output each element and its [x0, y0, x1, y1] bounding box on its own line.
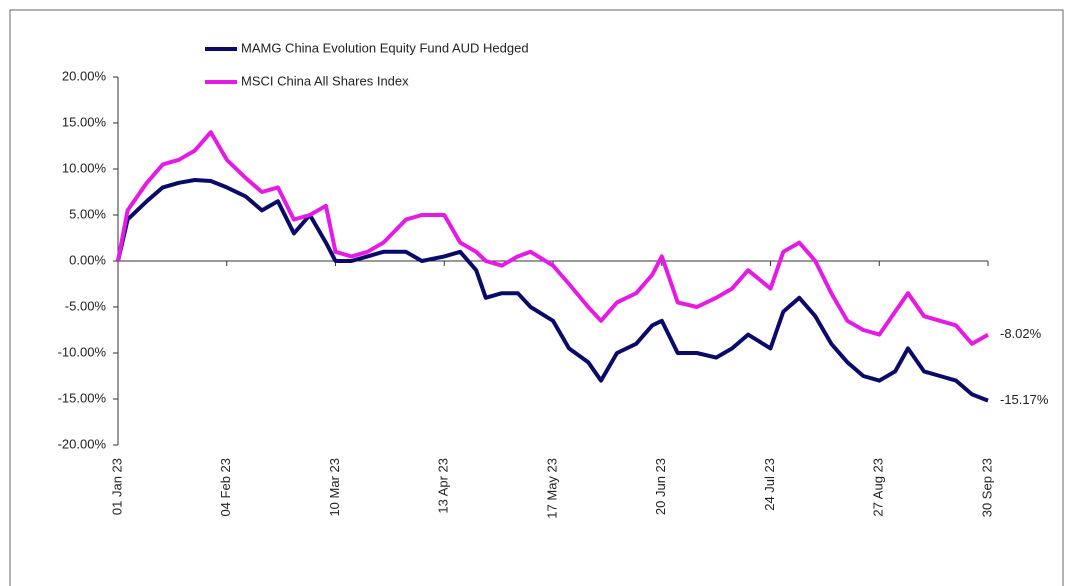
x-tick-label: 17 May 23 — [544, 458, 559, 519]
y-tick-label: -10.00% — [58, 344, 107, 359]
x-tick-label: 13 Apr 23 — [436, 458, 451, 514]
end-label: -15.17% — [1000, 392, 1049, 407]
y-tick-label: -5.00% — [65, 298, 107, 313]
y-tick-label: 0.00% — [69, 252, 106, 267]
x-tick-label: 04 Feb 23 — [218, 458, 233, 517]
frame — [9, 9, 1064, 586]
y-tick-label: 20.00% — [62, 68, 107, 83]
y-tick-label: 5.00% — [69, 206, 106, 221]
series-line — [116, 178, 989, 403]
y-tick-label: 10.00% — [62, 160, 107, 175]
legend-label: MAMG China Evolution Equity Fund AUD Hed… — [241, 40, 529, 55]
legend-label: MSCI China All Shares Index — [241, 73, 409, 88]
x-tick-label: 01 Jan 23 — [109, 458, 124, 515]
x-tick-label: 30 Sep 23 — [979, 458, 994, 517]
x-tick-label: 20 Jun 23 — [653, 458, 668, 515]
y-tick-label: 15.00% — [62, 114, 107, 129]
x-tick-label: 24 Jul 23 — [762, 458, 777, 511]
y-tick-label: -15.00% — [58, 390, 107, 405]
end-label: -8.02% — [1000, 326, 1042, 341]
series-line — [116, 130, 989, 346]
x-tick-label: 10 Mar 23 — [327, 458, 342, 517]
y-tick-label: -20.00% — [58, 436, 107, 451]
x-tick-label: 27 Aug 23 — [871, 458, 886, 517]
